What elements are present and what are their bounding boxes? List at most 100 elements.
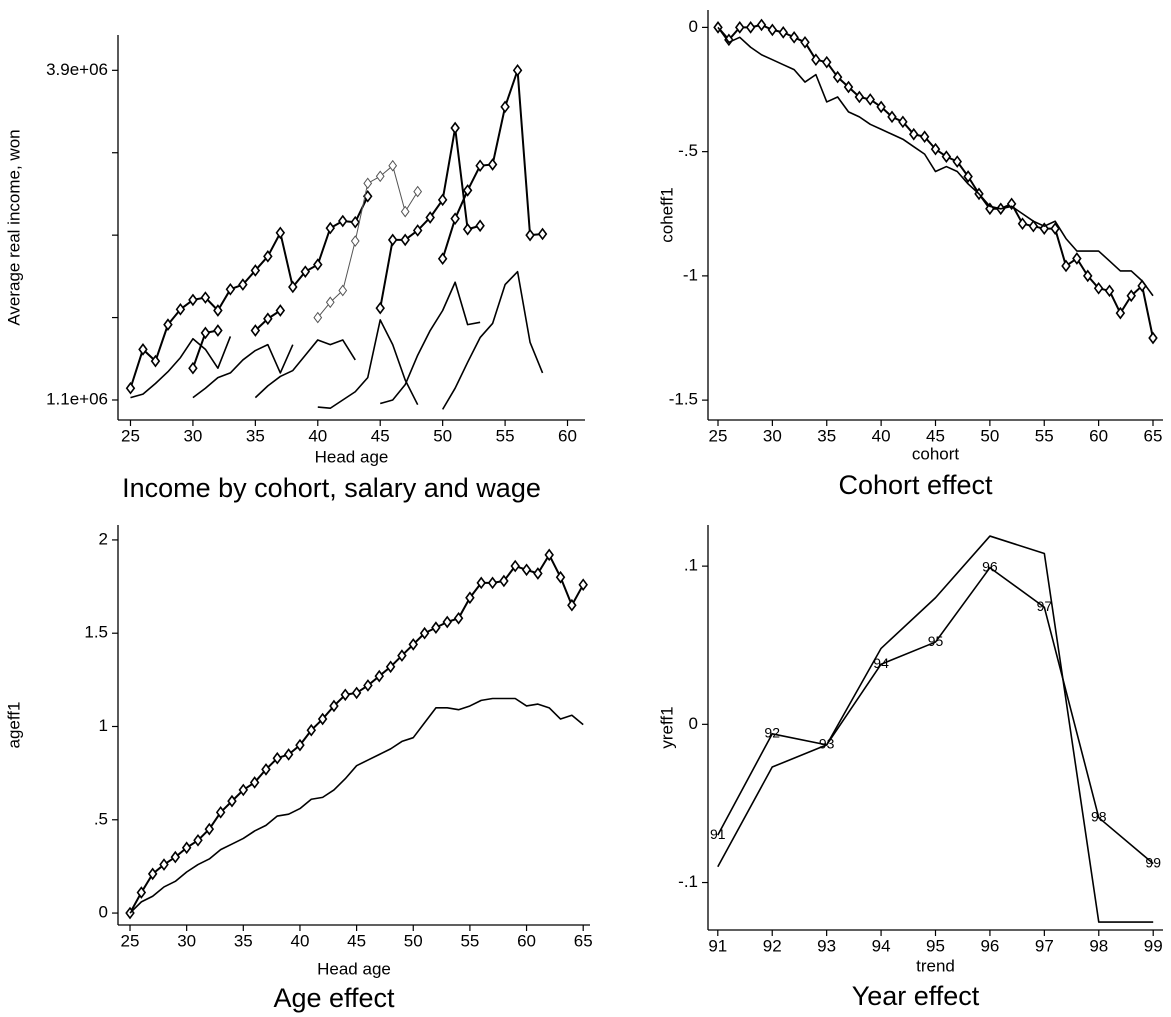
diamond-marker	[822, 55, 832, 69]
x-tick-label: 45	[347, 931, 366, 950]
diamond-marker	[306, 723, 317, 737]
x-tick-label: 50	[433, 426, 452, 445]
series-line	[130, 336, 232, 399]
y-axis-title: yreff1	[657, 706, 676, 748]
diamond-marker	[462, 222, 473, 236]
diamond-marker	[213, 324, 223, 337]
diamond-marker	[283, 748, 294, 761]
diamond-marker	[363, 177, 373, 190]
x-tick-label: 65	[1144, 426, 1163, 445]
diamond-marker	[147, 867, 158, 881]
diamond-marker	[338, 284, 348, 297]
y-tick-label: -1	[683, 265, 698, 284]
diamond-marker	[865, 93, 876, 106]
diamond-marker	[408, 638, 419, 651]
diamond-marker	[1115, 306, 1126, 320]
series-line	[129, 553, 585, 914]
panel-title: Cohort effect	[838, 470, 993, 500]
diamond-marker	[963, 170, 973, 183]
diamond-marker	[512, 63, 523, 77]
series-line	[717, 26, 1154, 297]
panel-title: Year effect	[852, 981, 980, 1011]
diamond-marker	[313, 258, 323, 271]
diamond-marker	[800, 35, 810, 49]
x-tick-label: 40	[290, 931, 309, 950]
diamond-marker	[1093, 281, 1104, 295]
y-tick-label: 1	[99, 716, 108, 735]
diamond-marker	[843, 80, 854, 94]
y-tick-label: 0	[99, 903, 108, 922]
y-tick-label: 1.5	[84, 623, 108, 642]
diamond-marker	[350, 235, 360, 247]
y-tick-label: -1.5	[669, 390, 698, 409]
diamond-marker	[317, 712, 328, 726]
y-tick-label: 0	[689, 714, 698, 733]
y-axis-title: ageff1	[4, 702, 23, 749]
diamond-marker	[295, 738, 305, 752]
point-label: 91	[710, 826, 726, 842]
x-tick-label: 60	[1089, 426, 1108, 445]
diamond-marker	[1050, 222, 1060, 236]
x-tick-label: 92	[763, 936, 782, 955]
y-tick-label: 3.9e+06	[46, 60, 108, 79]
diamond-marker	[499, 574, 509, 588]
diamond-marker	[329, 699, 339, 713]
diamond-marker	[525, 228, 535, 242]
diamond-marker	[533, 567, 543, 580]
diamond-marker	[898, 115, 908, 129]
diamond-marker	[1083, 269, 1093, 283]
x-tick-label: 40	[308, 426, 327, 445]
diamond-marker	[412, 224, 423, 237]
diamond-marker	[952, 155, 962, 168]
x-tick-label: 25	[121, 931, 140, 950]
diamond-marker	[227, 794, 237, 808]
x-tick-label: 98	[1089, 936, 1108, 955]
x-tick-label: 30	[763, 426, 782, 445]
x-tick-label: 25	[121, 426, 140, 445]
diamond-marker	[387, 233, 398, 247]
diamond-marker	[204, 822, 215, 836]
diamond-marker	[1006, 197, 1017, 211]
diamond-marker	[238, 278, 248, 291]
x-tick-label: 25	[709, 426, 728, 445]
diamond-marker	[397, 649, 407, 662]
point-label: 96	[982, 558, 998, 574]
diamond-marker	[136, 886, 147, 899]
diamond-marker	[1148, 331, 1158, 345]
diamond-marker	[363, 679, 373, 692]
x-axis-title: Head age	[317, 959, 391, 978]
diamond-marker	[544, 548, 554, 562]
x-tick-label: 35	[234, 931, 253, 950]
x-tick-label: 45	[371, 426, 390, 445]
diamond-marker	[325, 221, 336, 235]
series-line	[717, 566, 1154, 865]
diamond-marker	[1126, 289, 1136, 303]
diamond-marker	[475, 159, 485, 173]
x-tick-label: 30	[177, 931, 196, 950]
diamond-marker	[919, 130, 930, 144]
diamond-marker	[338, 214, 348, 228]
x-axis-title: trend	[916, 956, 955, 975]
diamond-marker	[941, 150, 952, 163]
diamond-marker	[500, 100, 510, 114]
diamond-marker	[431, 621, 441, 634]
diamond-marker	[567, 598, 577, 612]
diamond-marker	[385, 660, 396, 674]
series-line	[380, 281, 481, 405]
x-tick-label: 50	[404, 931, 423, 950]
diamond-marker	[909, 127, 919, 141]
diamond-marker	[778, 26, 789, 39]
diamond-marker	[789, 30, 799, 44]
diamond-marker	[425, 211, 435, 224]
diamond-marker	[537, 227, 548, 241]
x-tick-label: 35	[246, 426, 265, 445]
diamond-marker	[125, 381, 136, 395]
diamond-marker	[887, 110, 897, 124]
y-tick-label: -.5	[678, 141, 698, 160]
x-tick-label: 97	[1035, 936, 1054, 955]
panel-title: Income by cohort, salary and wage	[122, 473, 541, 503]
x-tick-label: 93	[817, 936, 836, 955]
diamond-marker	[250, 324, 261, 337]
series-line	[192, 343, 294, 399]
